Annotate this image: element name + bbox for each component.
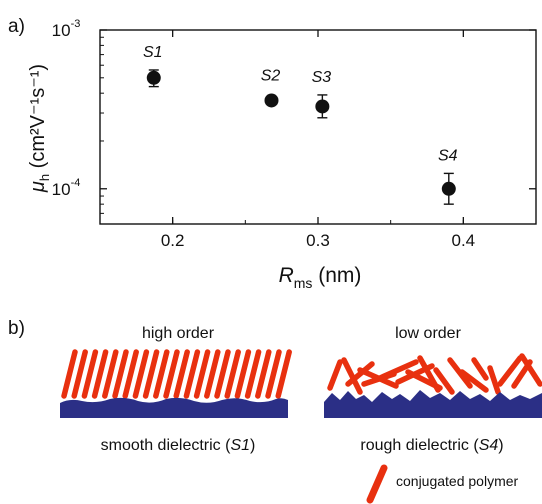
left-caption-suffix: ) — [250, 437, 255, 454]
x-label-subscript: ms — [294, 275, 313, 291]
right-title: low order — [395, 325, 461, 342]
polymer-chain — [122, 349, 139, 399]
right-caption: rough dielectric (S4) — [360, 437, 503, 454]
x-axis-label: Rms (nm) — [279, 264, 362, 291]
data-points: S1 S2 S3 S4 — [143, 44, 458, 205]
plot-frame — [99, 29, 537, 225]
data-point — [264, 93, 279, 108]
x-axis-ticks: 0.2 0.3 0.4 — [99, 30, 537, 250]
panel-b-label: b) — [8, 318, 25, 339]
x-tick-label: 0.3 — [306, 231, 330, 250]
right-caption-prefix: rough dielectric ( — [360, 437, 479, 454]
polymer-chain — [224, 349, 241, 399]
polymer-chain — [193, 349, 211, 399]
x-label-unit: (nm) — [312, 264, 361, 287]
y-axis-ticks: 10-4 10-3 — [52, 18, 536, 225]
point-label: S1 — [143, 44, 163, 61]
smooth-dielectric-layer — [60, 397, 288, 418]
x-label-symbol: R — [279, 264, 294, 287]
polymer-chain — [327, 359, 343, 391]
point-label: S3 — [312, 69, 332, 86]
left-caption-sample: S1 — [230, 437, 250, 454]
polymer-chain — [265, 349, 282, 399]
y-axis-label: μh (cm²V⁻¹s⁻¹) — [27, 64, 52, 193]
polymer-chain — [153, 349, 170, 399]
polymer-chain — [497, 355, 523, 387]
polymer-chain — [112, 349, 129, 399]
polymer-chain — [173, 349, 190, 399]
polymer-chain — [345, 361, 375, 387]
y-label-subscript: h — [37, 174, 52, 181]
polymer-chain — [519, 353, 542, 387]
data-point — [441, 181, 456, 196]
polymer-chain — [81, 349, 99, 399]
left-title: high order — [142, 325, 215, 342]
y-tick-label: 10-4 — [52, 177, 81, 199]
panel-a-label: a) — [8, 16, 25, 37]
data-point — [146, 70, 161, 85]
polymer-chain — [71, 349, 88, 399]
polymer-chain — [471, 357, 489, 381]
x-tick-label: 0.2 — [161, 231, 185, 250]
polymer-chain — [163, 349, 180, 399]
left-caption: smooth dielectric (S1) — [101, 437, 256, 454]
y-label-symbol: μ — [27, 181, 49, 193]
polymer-chain — [341, 357, 363, 395]
right-caption-sample: S4 — [479, 437, 499, 454]
polymer-chain — [132, 349, 150, 399]
polymer-chain — [433, 367, 455, 395]
polymer-chain — [487, 365, 501, 395]
legend-polymer-swatch — [366, 464, 388, 504]
polymer-chain — [275, 349, 292, 399]
polymer-chain — [102, 349, 119, 399]
polymer-chain — [377, 359, 419, 381]
rough-dielectric-layer — [324, 390, 542, 418]
mobility-plot: 0.2 0.3 0.4 10-4 10-3 S1 S2 S3 S4 — [52, 18, 537, 250]
polymer-chain — [417, 355, 441, 393]
right-caption-suffix: ) — [498, 437, 503, 454]
polymer-chain — [142, 349, 160, 399]
polymer-chain — [61, 349, 78, 399]
data-point — [315, 99, 330, 114]
polymer-chain — [204, 349, 221, 399]
disordered-polymer-chains — [327, 353, 542, 395]
x-tick-label: 0.4 — [452, 231, 476, 250]
polymer-chain — [459, 369, 489, 393]
polymer-chain — [183, 349, 201, 399]
legend-label: conjugated polymer — [396, 473, 519, 489]
point-label: S2 — [261, 67, 281, 84]
polymer-chain — [214, 349, 231, 399]
polymer-chain — [91, 349, 109, 399]
polymer-chain — [234, 349, 252, 399]
point-label: S4 — [438, 147, 458, 164]
y-tick-label: 10-3 — [52, 18, 81, 40]
y-label-unit: (cm²V⁻¹s⁻¹) — [27, 64, 49, 174]
polymer-chain — [244, 349, 262, 399]
left-caption-prefix: smooth dielectric ( — [101, 437, 231, 454]
ordered-polymer-chains — [61, 349, 292, 399]
polymer-chain — [255, 349, 272, 399]
